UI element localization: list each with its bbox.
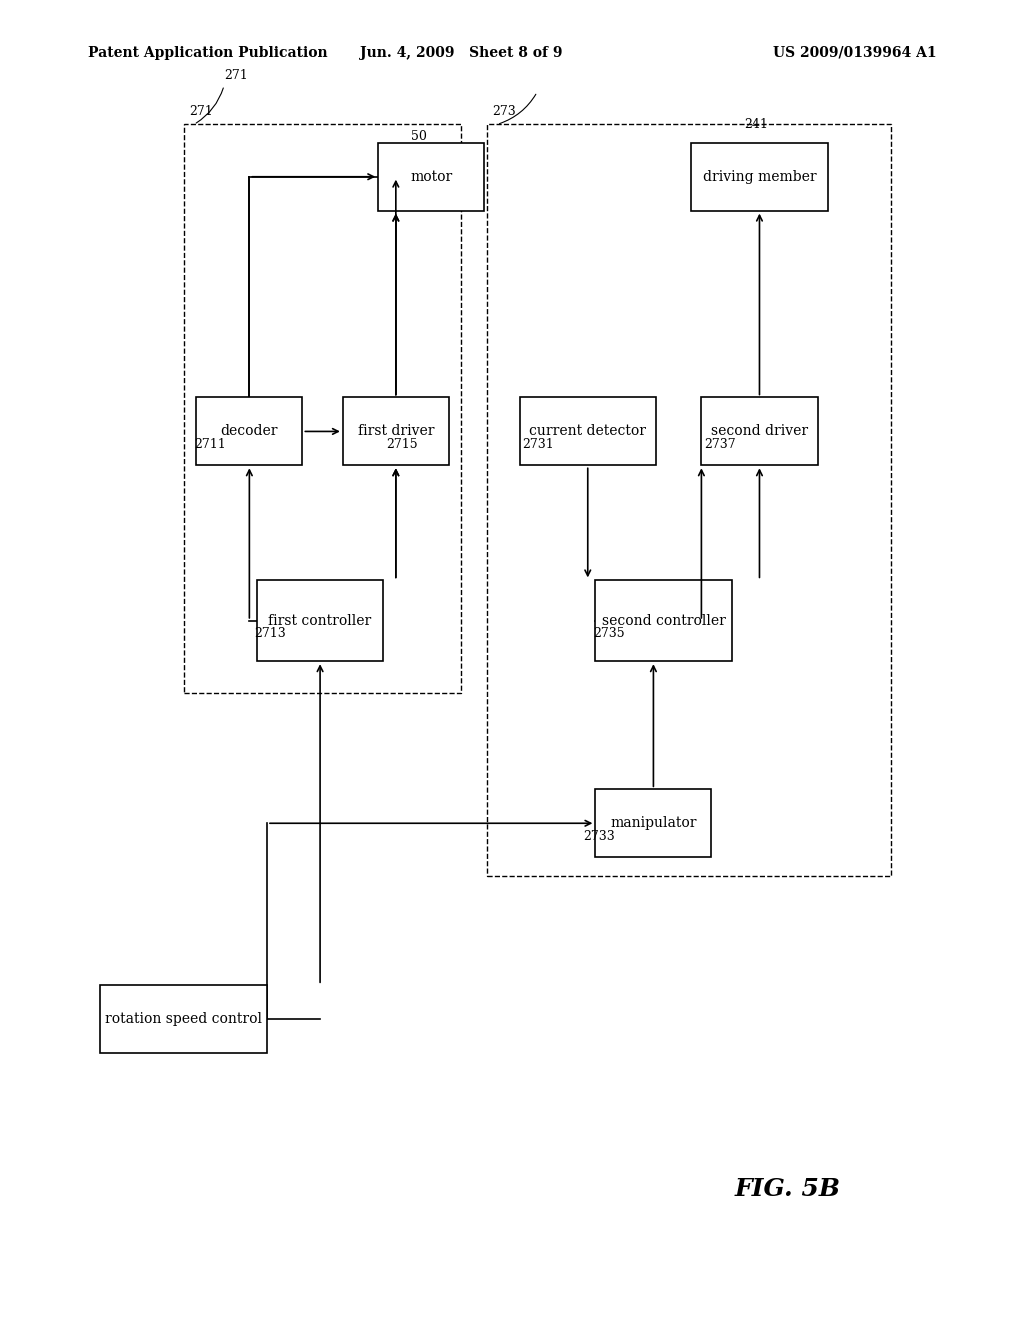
FancyBboxPatch shape (519, 397, 656, 466)
Text: decoder: decoder (220, 425, 279, 438)
Text: 2731: 2731 (522, 438, 554, 451)
Text: first controller: first controller (268, 614, 372, 628)
Text: second driver: second driver (711, 425, 808, 438)
Text: manipulator: manipulator (610, 816, 696, 830)
Bar (486, 124, 891, 875)
FancyBboxPatch shape (701, 397, 817, 466)
Text: 2737: 2737 (703, 438, 735, 451)
Text: 271: 271 (188, 106, 213, 117)
Text: Jun. 4, 2009   Sheet 8 of 9: Jun. 4, 2009 Sheet 8 of 9 (360, 46, 563, 59)
FancyBboxPatch shape (343, 397, 449, 466)
FancyBboxPatch shape (595, 581, 732, 661)
FancyBboxPatch shape (378, 143, 484, 211)
Text: US 2009/0139964 A1: US 2009/0139964 A1 (773, 46, 936, 59)
Text: first driver: first driver (357, 425, 434, 438)
Text: driving member: driving member (702, 170, 816, 183)
Text: 2735: 2735 (593, 627, 625, 640)
Text: 273: 273 (492, 106, 515, 117)
Text: current detector: current detector (529, 425, 646, 438)
Text: 2733: 2733 (583, 830, 614, 842)
Text: 2711: 2711 (194, 438, 225, 451)
Text: FIG. 5B: FIG. 5B (734, 1177, 841, 1201)
FancyBboxPatch shape (197, 397, 302, 466)
Text: Patent Application Publication: Patent Application Publication (88, 46, 328, 59)
Text: 2715: 2715 (386, 438, 418, 451)
FancyBboxPatch shape (257, 581, 383, 661)
Text: motor: motor (410, 170, 453, 183)
Text: rotation speed control: rotation speed control (105, 1012, 262, 1026)
Text: 241: 241 (744, 117, 768, 131)
Text: 271: 271 (224, 69, 248, 82)
FancyBboxPatch shape (100, 985, 267, 1053)
Text: 2713: 2713 (254, 627, 286, 640)
Text: second controller: second controller (601, 614, 725, 628)
Bar (183, 124, 462, 693)
FancyBboxPatch shape (595, 789, 712, 857)
FancyBboxPatch shape (691, 143, 827, 211)
Text: 50: 50 (411, 129, 427, 143)
